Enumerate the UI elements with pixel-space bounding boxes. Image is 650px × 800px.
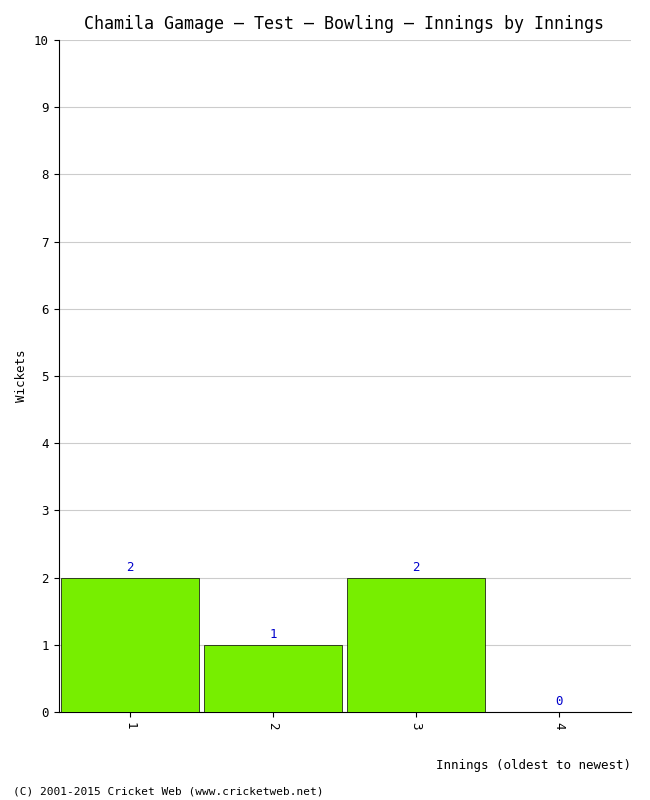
Text: 2: 2 bbox=[412, 561, 420, 574]
Bar bbox=[60, 578, 200, 712]
Text: 0: 0 bbox=[555, 695, 563, 708]
X-axis label: Innings (oldest to newest): Innings (oldest to newest) bbox=[436, 759, 630, 772]
Text: 2: 2 bbox=[126, 561, 134, 574]
Bar bbox=[346, 578, 486, 712]
Text: (C) 2001-2015 Cricket Web (www.cricketweb.net): (C) 2001-2015 Cricket Web (www.cricketwe… bbox=[13, 786, 324, 796]
Bar bbox=[203, 645, 343, 712]
Text: 1: 1 bbox=[269, 628, 277, 641]
Y-axis label: Wickets: Wickets bbox=[15, 350, 28, 402]
Title: Chamila Gamage – Test – Bowling – Innings by Innings: Chamila Gamage – Test – Bowling – Inning… bbox=[84, 15, 604, 33]
